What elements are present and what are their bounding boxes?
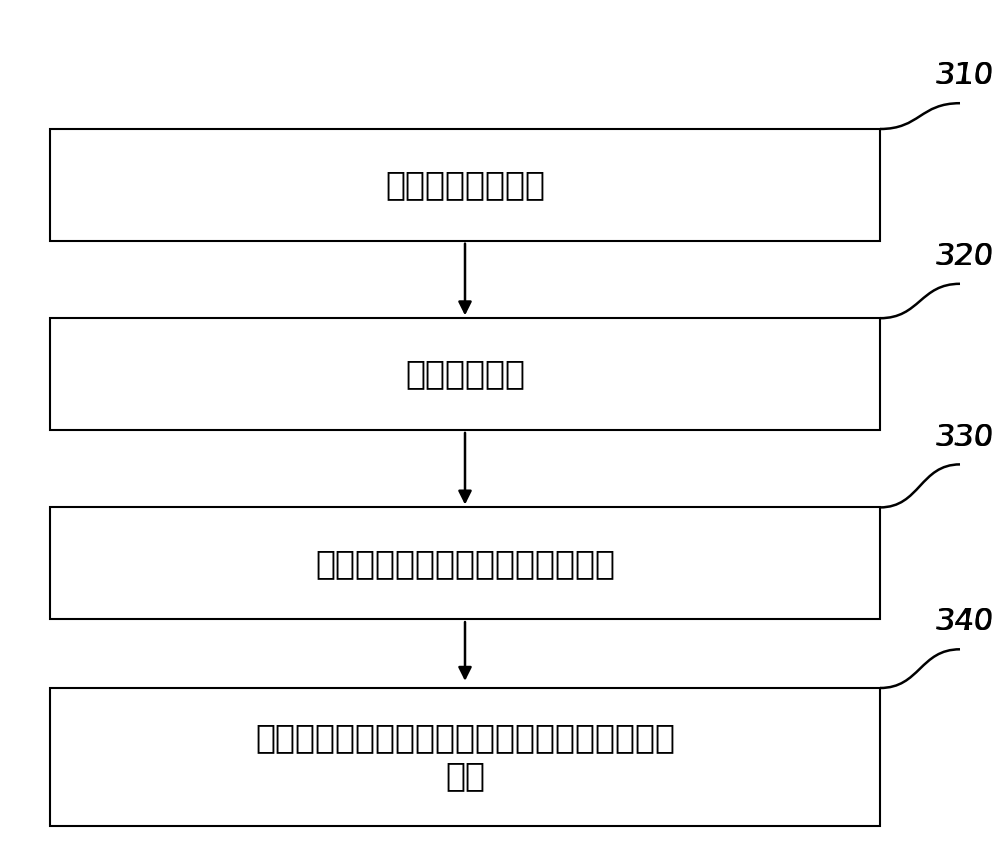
Text: 基于训练样本集合，训练神经网络: 基于训练样本集合，训练神经网络: [315, 547, 615, 580]
Text: 310: 310: [936, 61, 994, 90]
Text: 330: 330: [936, 422, 994, 452]
Text: 320: 320: [936, 242, 994, 271]
Text: 330: 330: [936, 422, 994, 452]
Text: 340: 340: [936, 607, 994, 636]
Bar: [50, 318, 880, 430]
Text: 340: 340: [936, 607, 994, 636]
Text: 320: 320: [936, 242, 994, 271]
Bar: [50, 129, 880, 241]
Bar: [50, 507, 880, 619]
Bar: [50, 688, 880, 826]
Text: 310: 310: [936, 61, 994, 90]
Text: 将训练完成后的神经网络作为血流储备分数测量
模型: 将训练完成后的神经网络作为血流储备分数测量 模型: [255, 722, 675, 792]
Text: 构建神经网络: 构建神经网络: [405, 358, 525, 390]
Text: 获取训练样本集合: 获取训练样本集合: [385, 169, 545, 201]
